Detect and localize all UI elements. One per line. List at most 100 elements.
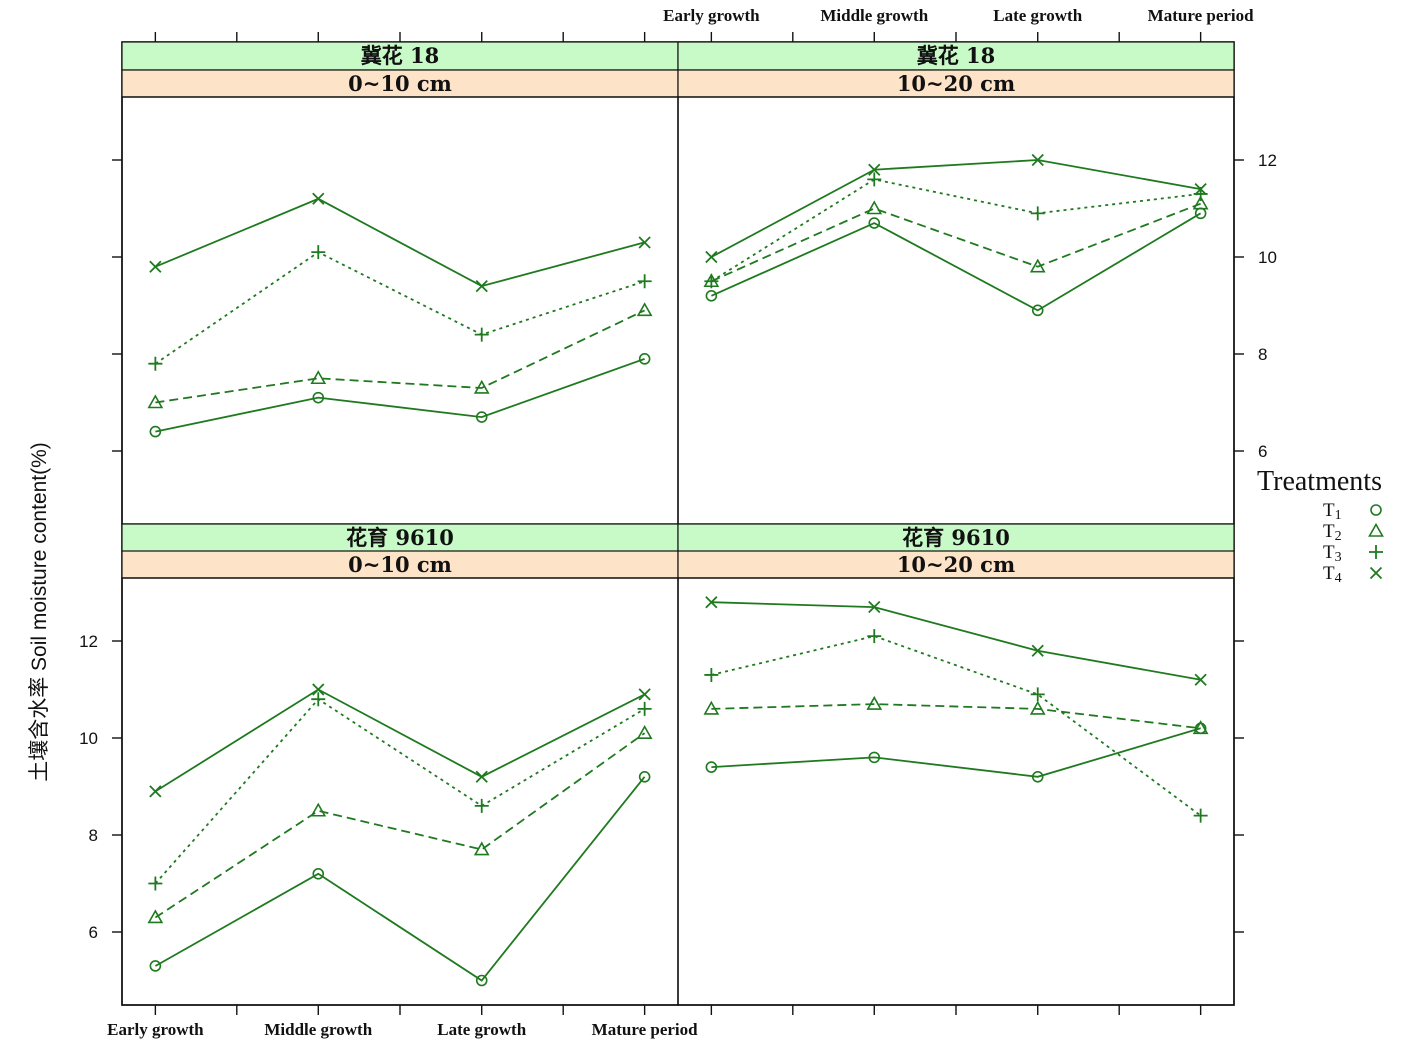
marker-cross [705,596,718,609]
legend-entry-label: T2 [1323,521,1342,544]
series-line-t2 [154,732,646,919]
marker-triangle [866,200,883,215]
marker-triangle [473,379,490,394]
marker-circle [1031,304,1044,317]
depth-label: 10~20 cm [897,552,1015,577]
panel-border [121,96,679,525]
marker-circle [868,751,881,764]
depth-label: 10~20 cm [897,71,1015,96]
marker-triangle [636,302,653,317]
marker-circle [475,974,488,987]
variety-label: 冀花 18 [361,43,440,68]
marker-triangle [703,700,720,715]
legend-entry-label: T1 [1323,500,1342,523]
panel-border [677,577,1235,1006]
series-line-t2 [711,703,1201,730]
marker-circle [312,391,325,404]
marker-plus [1369,545,1383,559]
marker-triangle [147,394,164,409]
depth-label: 0~10 cm [348,552,452,577]
y-tick-label-left: 6 [89,923,98,942]
marker-triangle [1192,720,1209,735]
marker-triangle [310,370,327,385]
depth-strip [121,69,679,98]
marker-triangle [866,695,883,710]
marker-plus [637,274,652,289]
x-tick-label-bottom: Mature period [592,1020,698,1039]
x-tick-label-bottom: Middle growth [264,1020,372,1039]
series-line-t2 [711,202,1201,283]
marker-cross [638,688,651,701]
series-line-t3 [711,635,1202,817]
marker-circle [149,960,162,972]
x-tick-label-top: Mature period [1148,6,1254,25]
marker-triangle [1029,700,1046,715]
y-tick-label-right: 10 [1258,248,1277,267]
marker-cross [1369,566,1383,580]
marker-triangle [473,841,490,856]
marker-cross [475,279,488,293]
marker-cross [475,770,488,783]
marker-circle [1031,770,1044,783]
series-line-t1 [155,358,645,433]
axes: Early growth Middle growth Late growth Matu… [79,6,1277,1039]
marker-circle [705,761,718,773]
marker-circle [1370,504,1382,516]
series-line-t4 [710,159,1201,258]
marker-plus [1030,206,1045,221]
marker-cross [312,192,325,205]
marker-plus [148,876,163,891]
legend-entry-label: T3 [1323,542,1342,565]
marker-plus [474,798,489,813]
marker-cross [638,236,651,249]
y-tick-label-right: 8 [1258,345,1267,364]
marker-triangle [147,909,164,924]
variety-label: 花育 9610 [902,525,1010,550]
x-tick-label-top: Early growth [663,6,760,25]
marker-cross [705,250,718,264]
marker-triangle [310,802,327,817]
depth-strip [121,550,679,579]
x-tick-label-bottom: Early growth [107,1020,204,1039]
series-line-t3 [154,251,645,365]
series-line-t3 [154,698,646,885]
series-line-t2 [155,309,645,404]
marker-plus [704,667,719,682]
panel-border [121,577,679,1006]
marker-circle [868,217,881,229]
marker-plus [704,274,719,289]
legend-entry-label: T4 [1323,563,1342,586]
depth-strip [677,550,1235,579]
marker-plus [311,692,326,707]
y-tick-label-left: 12 [79,632,98,651]
marker-circle [638,770,651,783]
panel-border [677,96,1235,525]
marker-circle [638,353,651,365]
x-tick-label-top: Middle growth [820,6,928,25]
marker-circle [149,425,162,438]
series-line-t3 [710,178,1201,283]
marker-plus [867,629,882,644]
marker-plus [474,327,489,342]
marker-plus [311,245,326,260]
marker-circle [312,867,325,880]
x-tick-label-top: Late growth [993,6,1082,25]
series-line-t1 [711,212,1202,312]
series-line-t4 [711,601,1201,681]
marker-triangle [1192,195,1209,210]
y-tick-label-right: 12 [1258,151,1277,170]
marker-cross [312,683,325,696]
series-line-t1 [711,727,1201,778]
variety-label: 花育 9610 [346,525,454,550]
marker-cross [1031,644,1044,657]
marker-triangle [1029,258,1046,273]
variety-label: 冀花 18 [917,43,996,68]
marker-circle [475,411,488,423]
marker-cross [149,260,162,273]
y-axis-label: 土壤含水率 Soil moisture content(%) [28,442,51,782]
series-line-t1 [154,776,646,982]
legend-title: Treatments [1257,466,1382,497]
